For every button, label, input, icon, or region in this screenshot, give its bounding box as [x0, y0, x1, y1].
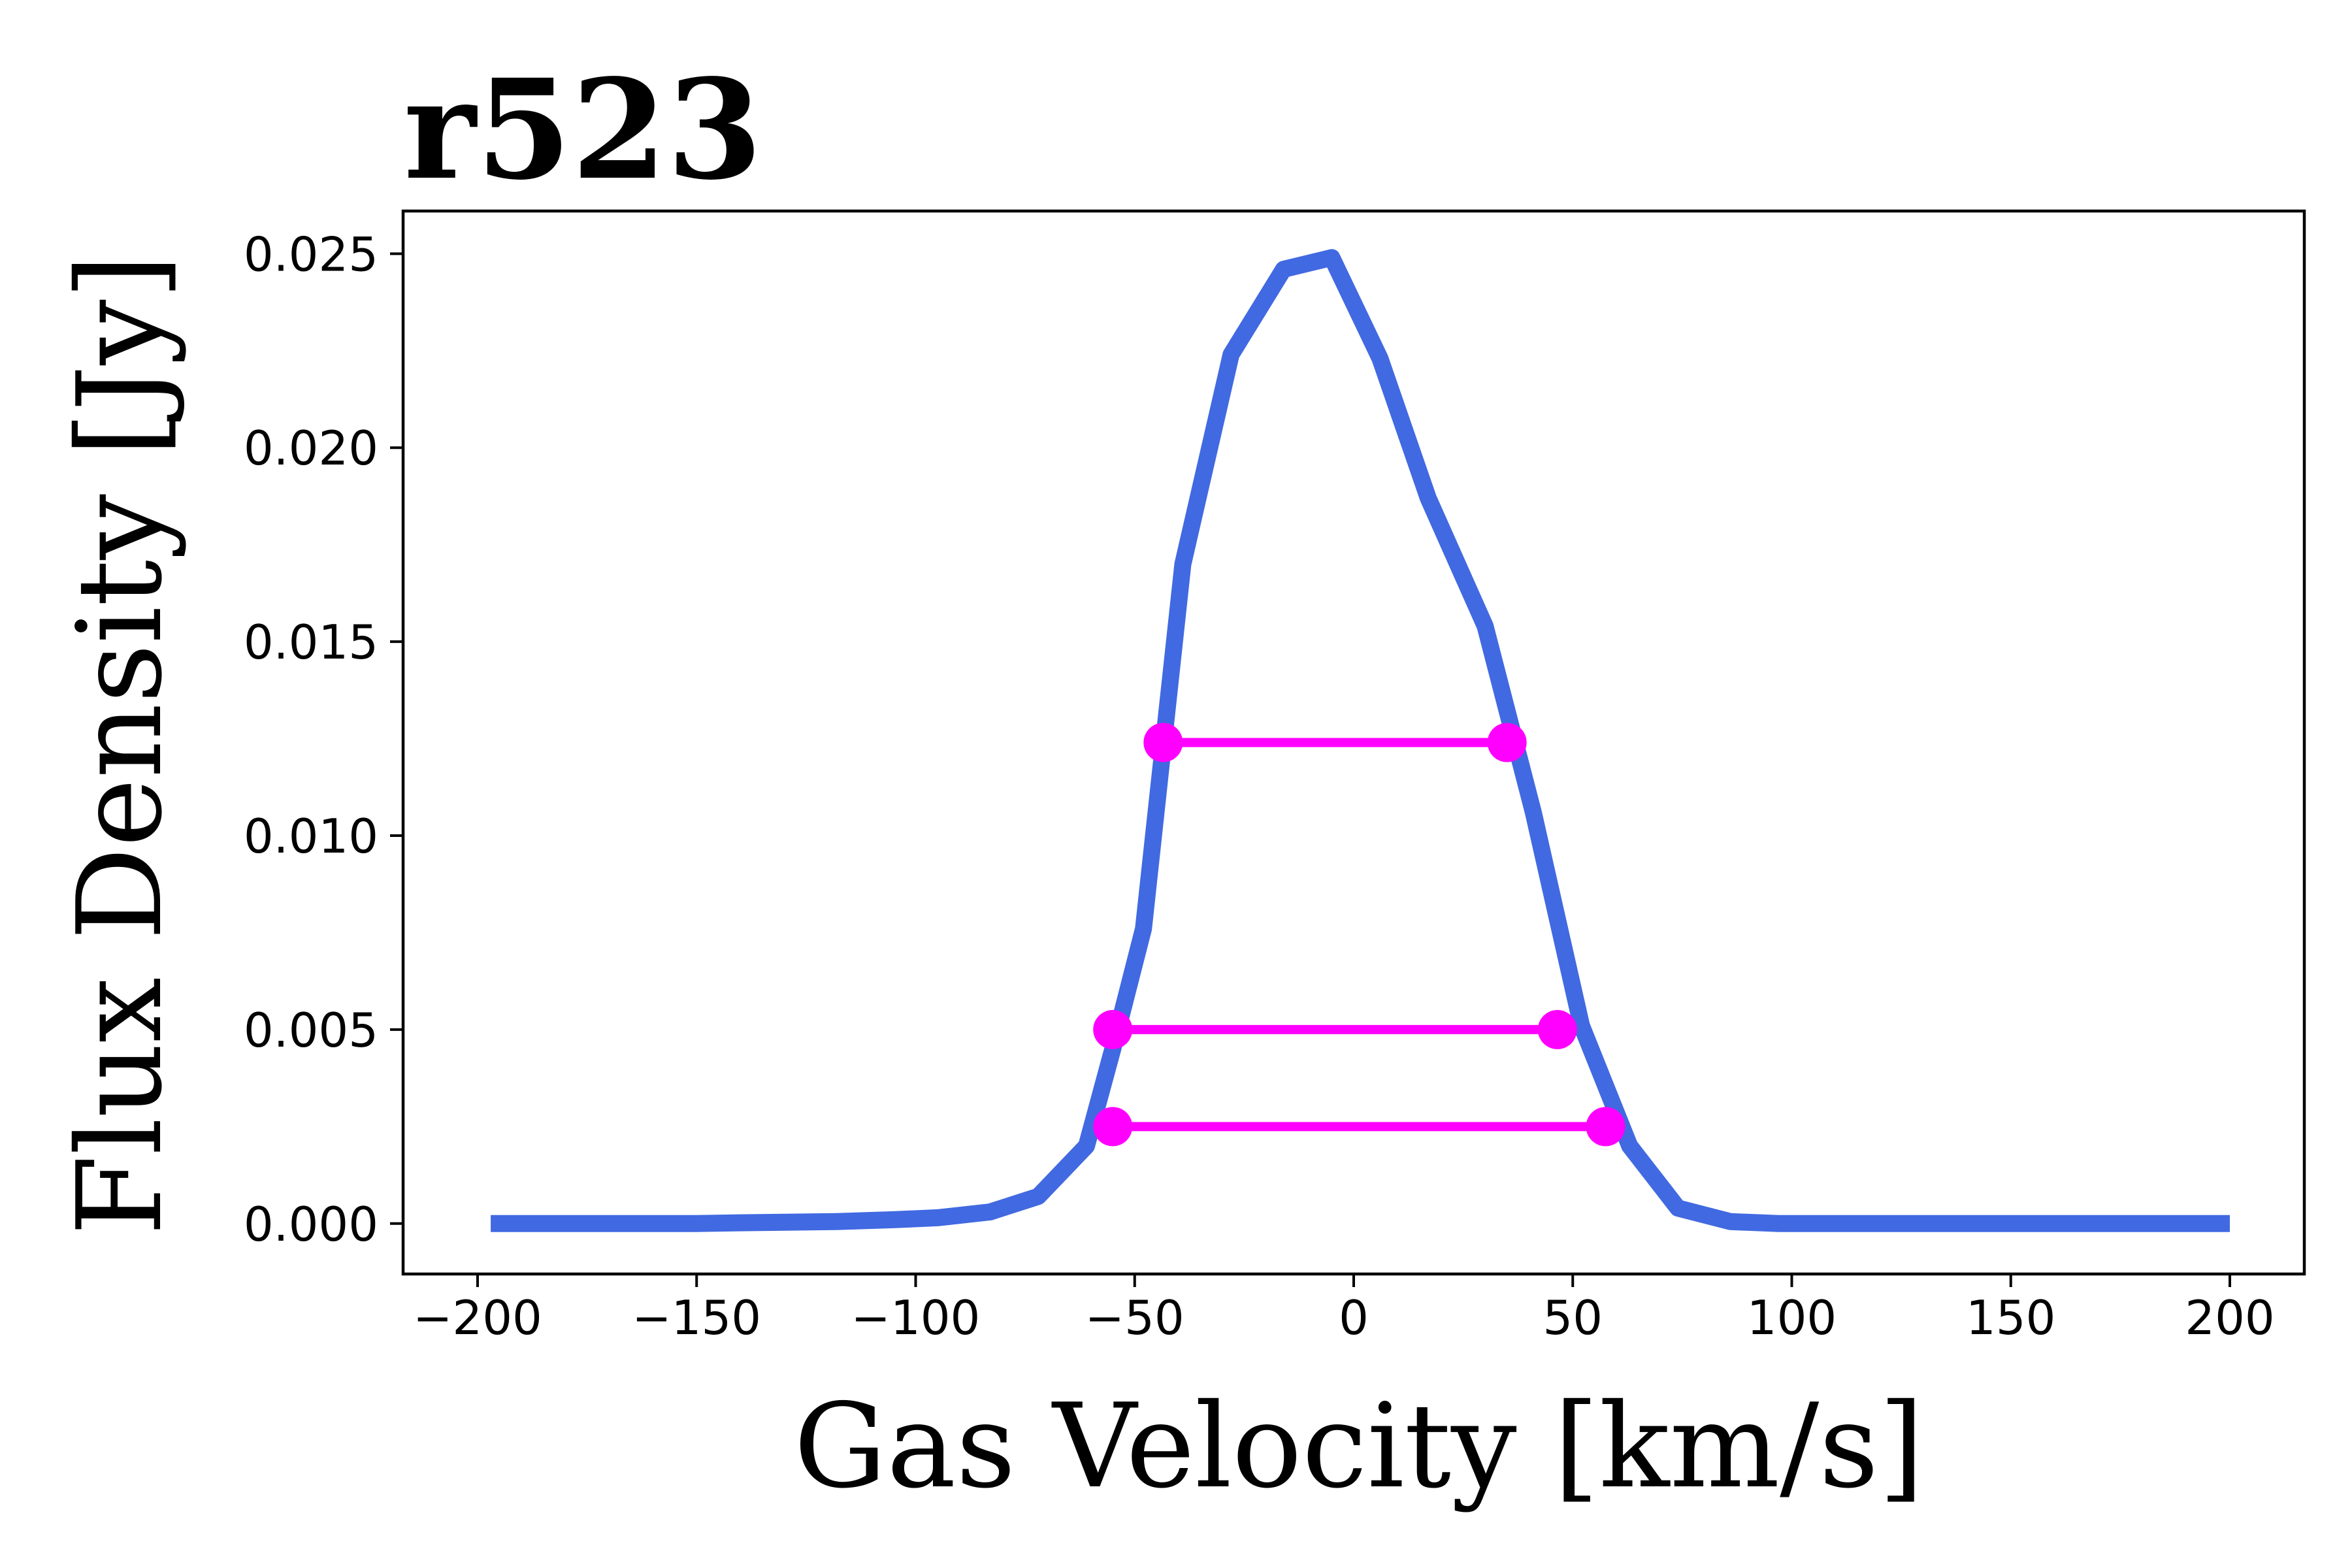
x-axis-label-group: Gas Velocity [km/s] [794, 1379, 1924, 1514]
width-marker-point [1586, 1107, 1625, 1147]
y-tick-label: 0.025 [244, 227, 378, 282]
x-tick-label: 150 [1966, 1290, 2055, 1345]
x-tick-label: −150 [632, 1290, 761, 1345]
x-tick-label: 0 [1339, 1290, 1369, 1345]
width-marker-point [1093, 1107, 1133, 1147]
width-marker-point [1537, 1009, 1577, 1049]
x-tick-label: 200 [2185, 1290, 2274, 1345]
y-tick-label: 0.000 [244, 1197, 378, 1252]
x-axis-ticks: −200 −150 −100 −50 0 50 100 150 200 [413, 1274, 2275, 1345]
x-tick-label: 100 [1747, 1290, 1837, 1345]
y-axis-label-group: Flux Density [Jy] [52, 254, 188, 1235]
spectrum-line [491, 249, 2230, 1232]
y-tick-label: 0.010 [244, 809, 378, 864]
width-marker-point [1093, 1009, 1133, 1049]
y-tick-label: 0.015 [244, 615, 378, 670]
x-tick-label: −200 [413, 1290, 542, 1345]
width-marker-point [1143, 723, 1183, 762]
x-axis-label: Gas Velocity [km/s] [794, 1379, 1924, 1514]
y-axis-ticks: 0.000 0.005 0.010 0.015 0.020 0.025 [244, 227, 403, 1252]
y-tick-label: 0.020 [244, 421, 378, 476]
width-marker-point [1487, 723, 1527, 762]
x-tick-label: 50 [1543, 1290, 1603, 1345]
series-layer [491, 249, 2230, 1232]
y-axis-label: Flux Density [Jy] [52, 254, 188, 1235]
width-markers-layer [1093, 723, 1625, 1147]
x-tick-label: −50 [1085, 1290, 1184, 1345]
x-tick-label: −100 [851, 1290, 981, 1345]
y-tick-label: 0.005 [244, 1003, 378, 1058]
chart-title: r523 [404, 49, 762, 210]
